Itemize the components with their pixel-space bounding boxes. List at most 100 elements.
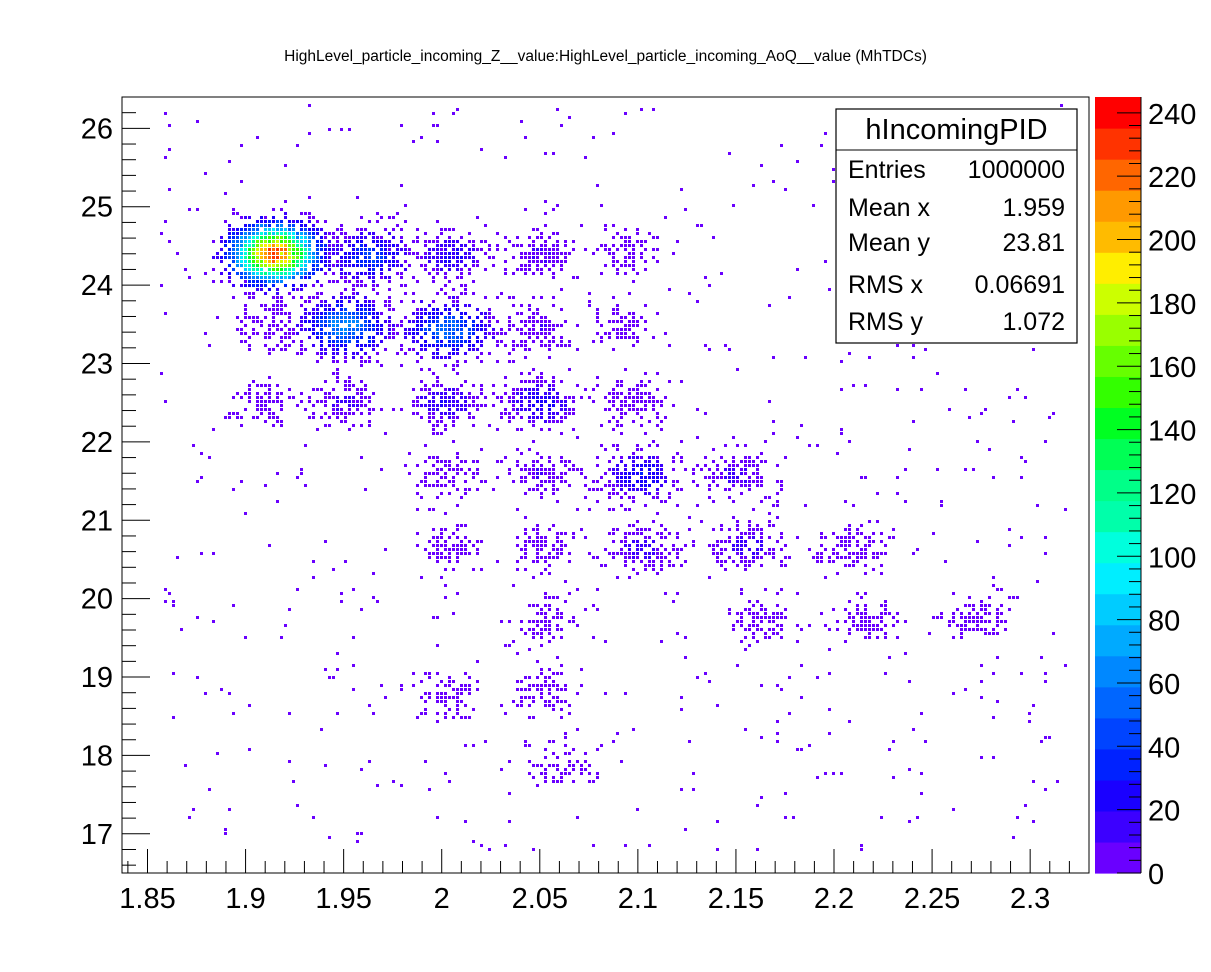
heatmap-bin-714 (420, 256, 423, 259)
heatmap-bin-990 (376, 332, 379, 335)
heatmap-bin-3577 (456, 504, 459, 507)
heatmap-bin-1975 (616, 392, 619, 395)
heatmap-bin-1357 (472, 324, 475, 327)
heatmap-bin-2134 (616, 472, 619, 475)
heatmap-bin-94 (236, 264, 239, 267)
heatmap-bin-2354 (492, 488, 495, 491)
heatmap-bin-1631 (296, 404, 299, 407)
heatmap-bin-1348 (496, 296, 499, 299)
heatmap-bin-417 (304, 244, 307, 247)
heatmap-bin-3627 (576, 816, 579, 819)
heatmap-bin-671 (468, 232, 471, 235)
heatmap-bin-490 (364, 264, 367, 267)
heatmap-bin-226 (320, 236, 323, 239)
heatmap-bin-1249 (412, 340, 415, 343)
heatmap-bin-481 (344, 252, 347, 255)
heatmap-bin-83 (260, 240, 263, 243)
heatmap-bin-2141 (612, 472, 615, 475)
heatmap-bin-2558 (612, 552, 615, 555)
heatmap-bin-1388 (564, 344, 567, 347)
heatmap-bin-2281 (736, 444, 739, 447)
heatmap-bin-3741 (612, 348, 615, 351)
heatmap-bin-1214 (380, 312, 383, 315)
heatmap-bin-2103 (632, 464, 635, 467)
heatmap-bin-548 (356, 240, 359, 243)
heatmap-bin-286 (256, 284, 259, 287)
heatmap-bin-2804 (572, 532, 575, 535)
heatmap-bin-1627 (348, 400, 351, 403)
heatmap-bin-652 (492, 256, 495, 259)
heatmap-bin-233 (264, 260, 267, 263)
heatmap-bin-649 (404, 292, 407, 295)
heatmap-bin-1658 (336, 404, 339, 407)
heatmap-bin-2495 (648, 556, 651, 559)
heatmap-bin-2798 (540, 572, 543, 575)
heatmap-bin-426 (236, 228, 239, 231)
heatmap-bin-491 (364, 244, 367, 247)
heatmap-bin-2971 (776, 604, 779, 607)
heatmap-bin-3748 (188, 208, 191, 211)
heatmap-bin-555 (416, 256, 419, 259)
heatmap-bin-2417 (552, 472, 555, 475)
heatmap-bin-306 (260, 288, 263, 291)
heatmap-bin-102 (240, 244, 243, 247)
heatmap-bin-2470 (428, 456, 431, 459)
heatmap-bin-823 (560, 260, 563, 263)
heatmap-bin-1081 (312, 344, 315, 347)
heatmap-bin-3959 (164, 156, 167, 159)
heatmap-bin-2820 (524, 528, 527, 531)
heatmap-bin-2712 (860, 532, 863, 535)
heatmap-bin-299 (252, 268, 255, 271)
heatmap-bin-2583 (644, 528, 647, 531)
heatmap-bin-3051 (984, 604, 987, 607)
heatmap-bin-390 (256, 220, 259, 223)
heatmap-bin-449 (392, 244, 395, 247)
heatmap-bin-2207 (620, 472, 623, 475)
heatmap-bin-3318 (564, 768, 567, 771)
heatmap-bin-3962 (680, 696, 683, 699)
heatmap-bin-375 (340, 244, 343, 247)
heatmap-bin-1685 (312, 388, 315, 391)
heatmap-bin-2974 (780, 624, 783, 627)
heatmap-bin-1748 (460, 404, 463, 407)
heatmap-bin-3309 (596, 776, 599, 779)
heatmap-bin-884 (624, 236, 627, 239)
heatmap-bin-1913 (560, 432, 563, 435)
heatmap-bin-3071 (980, 608, 983, 611)
heatmap-bin-1582 (244, 316, 247, 319)
heatmap-bin-524 (348, 244, 351, 247)
heatmap-bin-2468 (436, 480, 439, 483)
colorbar-tick-label-2: 40 (1148, 732, 1180, 764)
heatmap-bin-2437 (440, 460, 443, 463)
heatmap-bin-2928 (772, 632, 775, 635)
heatmap-bin-2747 (820, 552, 823, 555)
heatmap-bin-1695 (444, 392, 447, 395)
heatmap-bin-2775 (844, 544, 847, 547)
heatmap-bin-734 (564, 260, 567, 263)
heatmap-bin-2268 (744, 468, 747, 471)
heatmap-bin-1934 (560, 404, 563, 407)
heatmap-bin-1224 (472, 332, 475, 335)
heatmap-bin-1094 (304, 328, 307, 331)
heatmap-bin-3149 (544, 620, 547, 623)
heatmap-bin-1617 (344, 412, 347, 415)
heatmap-bin-1133 (380, 328, 383, 331)
heatmap-bin-1818 (556, 396, 559, 399)
heatmap-bin-443 (340, 228, 343, 231)
heatmap-bin-3504 (284, 164, 287, 167)
heatmap-bin-1847 (540, 376, 543, 379)
heatmap-bin-2485 (480, 448, 483, 451)
heatmap-bin-1422 (548, 324, 551, 327)
heatmap-bin-3543 (840, 772, 843, 775)
heatmap-bin-2316 (760, 484, 763, 487)
heatmap-bin-3237 (444, 696, 447, 699)
heatmap-bin-852 (624, 228, 627, 231)
heatmap-bin-1861 (552, 420, 555, 423)
heatmap-bin-1684 (364, 384, 367, 387)
heatmap-bin-1288 (460, 316, 463, 319)
heatmap-bin-3256 (548, 688, 551, 691)
heatmap-bin-14 (300, 256, 303, 259)
heatmap-bin-2214 (624, 476, 627, 479)
heatmap-bin-3363 (588, 292, 591, 295)
